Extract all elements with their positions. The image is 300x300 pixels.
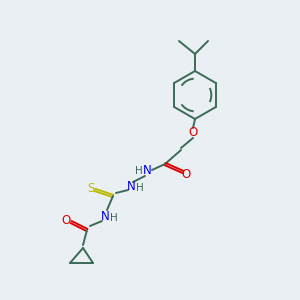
- Text: O: O: [188, 127, 198, 140]
- Text: N: N: [100, 209, 109, 223]
- Text: H: H: [136, 183, 144, 193]
- Text: N: N: [142, 164, 152, 178]
- Text: O: O: [61, 214, 70, 226]
- Text: N: N: [127, 179, 135, 193]
- Text: H: H: [135, 166, 143, 176]
- Text: H: H: [110, 213, 118, 223]
- Text: O: O: [182, 167, 190, 181]
- Text: S: S: [87, 182, 95, 194]
